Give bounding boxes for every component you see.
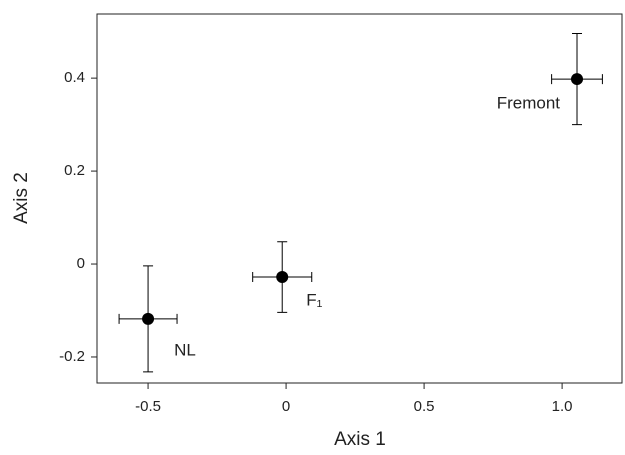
y-tick-label: -0.2 xyxy=(59,348,85,365)
y-tick-label: 0.4 xyxy=(64,69,85,86)
plot-frame xyxy=(96,13,623,384)
point-label: F₁ xyxy=(306,291,322,310)
point-label: Fremont xyxy=(497,94,561,113)
x-tick-label: 0 xyxy=(282,398,290,415)
y-tick-label: 0.2 xyxy=(64,162,85,179)
x-tick-label: 1.0 xyxy=(552,398,573,415)
y-axis-title: Axis 2 xyxy=(11,172,32,224)
x-tick-label: -0.5 xyxy=(135,398,161,415)
point xyxy=(276,271,289,284)
point xyxy=(142,312,155,325)
point xyxy=(571,73,584,86)
point-label: NL xyxy=(174,340,196,359)
x-tick-label: 0.5 xyxy=(414,398,435,415)
y-tick-label: 0 xyxy=(77,255,85,272)
x-axis-title: Axis 1 xyxy=(334,429,386,450)
